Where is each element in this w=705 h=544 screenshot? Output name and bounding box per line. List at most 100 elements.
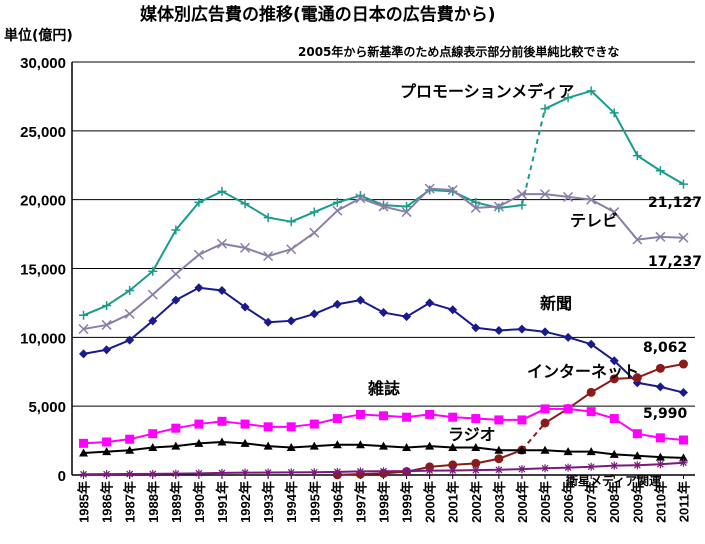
data-point: [125, 286, 135, 296]
data-point: [171, 441, 181, 450]
series-line-segment: [83, 323, 107, 331]
data-point: [194, 438, 204, 447]
data-point: [609, 374, 619, 384]
series-line-segment: [498, 193, 523, 208]
data-point: [540, 418, 550, 428]
data-point: [79, 310, 89, 320]
data-point: [517, 324, 527, 334]
series-line-segment: [383, 311, 407, 318]
data-point: [240, 302, 250, 312]
data-point: [286, 244, 297, 255]
x-tick-label: 2002年: [469, 481, 484, 523]
data-point: [425, 441, 435, 450]
data-point: [540, 104, 550, 114]
data-point: [125, 335, 135, 345]
series-line-segment: [106, 313, 131, 326]
data-point: [587, 462, 596, 471]
value-label-internet: 8,062: [643, 340, 687, 356]
chart-note: 2005年から新基準のため点線表示部分前後単純比較できな: [298, 44, 619, 59]
series-line-segment: [129, 320, 154, 341]
data-point: [194, 283, 204, 293]
data-point: [471, 323, 481, 333]
data-point: [402, 202, 412, 212]
data-point: [263, 251, 274, 262]
data-point: [448, 305, 458, 315]
data-point: [355, 440, 365, 449]
data-point: [540, 327, 550, 337]
data-point: [125, 445, 135, 454]
data-point: [609, 414, 619, 424]
data-point: [102, 345, 112, 355]
data-point: [217, 468, 226, 477]
series-line-segment: [221, 190, 246, 205]
data-point: [148, 266, 158, 276]
series-line-segment: [614, 453, 638, 457]
data-point: [655, 363, 665, 373]
data-point: [379, 467, 388, 476]
data-point: [355, 409, 365, 419]
data-point: [332, 440, 342, 449]
series-line-segment: [290, 211, 315, 223]
series-line-segment: [544, 330, 569, 339]
series-line-segment: [175, 286, 200, 302]
data-point: [563, 404, 573, 414]
data-point: [678, 388, 688, 398]
data-point: [586, 407, 596, 417]
series-line-segment: [221, 440, 246, 445]
x-tick-label: 2009年: [630, 481, 645, 523]
data-point: [425, 409, 435, 419]
series-line-segment: [198, 242, 223, 256]
data-point: [447, 184, 458, 196]
series-line-segment: [221, 289, 246, 308]
data-point: [309, 309, 319, 319]
data-point: [263, 317, 273, 327]
y-tick-label: 30,000: [20, 55, 66, 72]
series-line-segment: [106, 339, 131, 351]
data-point: [217, 416, 227, 426]
series-line-segment: [520, 108, 546, 206]
series-line-segment: [152, 445, 176, 449]
series-label-promotion: プロモーションメディア: [400, 82, 574, 101]
data-point: [494, 454, 504, 464]
data-point: [470, 202, 481, 213]
series-line-segment: [613, 112, 639, 157]
series-line-segment: [337, 299, 361, 306]
data-point: [194, 419, 204, 429]
data-point: [655, 166, 665, 176]
data-point: [655, 231, 666, 242]
data-point: [356, 467, 365, 476]
x-tick-label: 2011年: [676, 481, 691, 522]
data-point: [287, 468, 296, 477]
data-point: [678, 435, 688, 445]
series-line-segment: [175, 201, 200, 231]
x-tick-label: 1996年: [330, 481, 345, 523]
series-line-segment: [544, 449, 569, 453]
data-point: [678, 453, 688, 462]
data-point: [402, 442, 412, 451]
x-tick-label: 2007年: [584, 481, 599, 523]
series-line-segment: [268, 445, 292, 449]
data-point: [494, 325, 504, 335]
data-point: [494, 445, 504, 454]
data-point: [310, 468, 319, 477]
data-point: [171, 469, 180, 478]
series-line-segment: [267, 248, 292, 258]
data-point: [494, 203, 504, 213]
x-tick-label: 2003年: [492, 481, 507, 523]
value-label-promotion: 21,127: [648, 195, 702, 211]
data-point: [333, 467, 342, 476]
series-line-segment: [151, 229, 177, 272]
series-line-segment: [360, 197, 384, 208]
series-line-segment: [83, 450, 107, 454]
series-line-segment: [152, 299, 177, 322]
data-point: [102, 447, 112, 456]
series-line-segment: [590, 90, 615, 114]
data-point: [494, 415, 504, 425]
value-label-newspaper: 5,990: [643, 406, 688, 422]
y-tick-label: 20,000: [20, 193, 66, 210]
data-point: [632, 429, 642, 439]
data-point: [170, 268, 181, 280]
data-point: [471, 197, 481, 207]
data-point: [102, 301, 112, 311]
